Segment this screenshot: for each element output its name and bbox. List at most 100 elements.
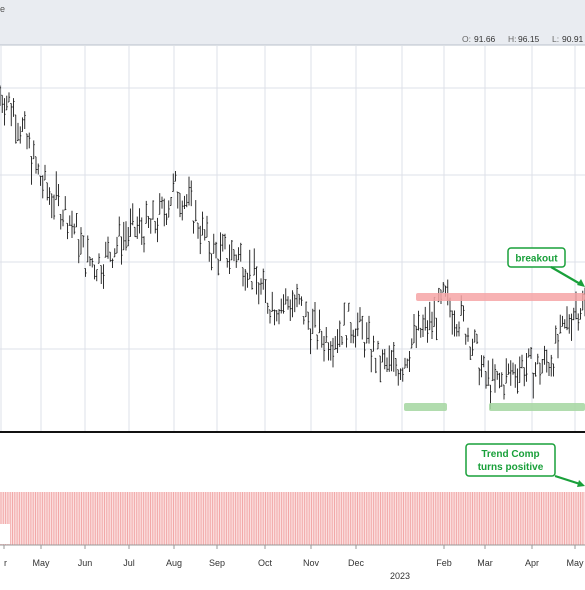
price-bar [104,241,107,258]
price-bar [329,341,332,361]
price-bar [385,357,389,372]
price-bar [295,283,299,308]
price-bar [147,215,150,229]
price-bar [158,193,161,215]
price-bar [181,200,184,221]
price-bar [95,269,98,282]
price-bar [552,363,555,377]
price-bar [255,266,258,295]
price-bar [397,369,400,386]
price-bar [417,310,420,331]
trend-comp-label-line2: turns positive [478,462,544,473]
price-bar [84,268,87,277]
x-tick-label: Sep [209,558,225,568]
price-bar [201,211,204,236]
price-bar [498,372,501,389]
price-bar [426,320,429,343]
price-bar [316,334,319,350]
price-bar [394,358,398,377]
open-label: O: [462,34,471,44]
price-bar [365,322,368,344]
price-bar [401,367,404,382]
price-bar [3,98,6,126]
price-bar [183,195,186,209]
price-bar [93,264,96,280]
price-bar [212,233,215,254]
price-bar [23,111,26,130]
price-bar [70,210,74,238]
price-bar [55,171,58,201]
price-bar [46,182,49,201]
price-bar [358,307,362,323]
price-bar [514,364,517,388]
price-bar [273,309,276,326]
high-value: 96.15 [518,34,540,44]
indicator-bars [0,492,585,545]
price-bar [52,194,56,220]
price-bar [484,371,488,389]
price-bar [75,213,78,228]
price-bar [543,345,546,365]
price-bar [1,94,4,113]
price-bar [370,349,373,373]
price-bar [34,156,38,174]
price-bar [194,200,197,222]
price-bar [325,327,328,344]
price-bar [82,235,85,248]
price-bar [154,220,157,234]
price-bar [66,222,69,240]
price-bar [291,290,294,318]
price-bar [547,362,551,377]
price-bar [203,229,206,241]
price-bar [145,200,148,224]
trend-comp-arrow [554,474,581,486]
price-bar [142,236,146,253]
price-bar [217,258,220,276]
price-bar [545,349,548,373]
price-bar [37,163,40,175]
price-bar [10,102,13,127]
price-bar [302,316,305,325]
x-tick-label: Jul [123,558,135,568]
price-bar [286,296,290,310]
price-bar [167,200,170,218]
price-bar [280,298,283,314]
price-bar [559,314,562,334]
price-bar [453,310,456,337]
price-bar [379,355,382,383]
price-bar [111,258,114,269]
price-bar [0,85,2,106]
price-bar [100,265,103,285]
price-bar [349,322,353,344]
price-bar [293,294,296,313]
price-bar [565,306,569,331]
price-bar [122,221,125,251]
price-bar [264,279,267,304]
price-bar [221,233,224,252]
price-bar [172,173,175,192]
price-bar [268,309,272,324]
price-bar [309,328,312,355]
price-bar [534,362,537,377]
price-bar [241,267,245,287]
price-bar [41,175,44,199]
price-bar [343,302,346,326]
year-label: 2023 [390,571,410,581]
price-bar [61,209,65,227]
price-bar [73,223,76,235]
price-bar [163,198,166,227]
price-bar [318,309,321,334]
price-bar [282,294,285,314]
price-bar [259,278,263,295]
price-bar [7,92,11,103]
price-bar [271,291,274,312]
price-bar [381,349,384,363]
trend-comp-arrowhead [577,480,585,487]
price-bar [39,175,42,186]
price-bar [311,308,314,335]
price-bar [496,370,499,380]
price-bar [392,342,395,372]
grid-layer [0,46,585,431]
